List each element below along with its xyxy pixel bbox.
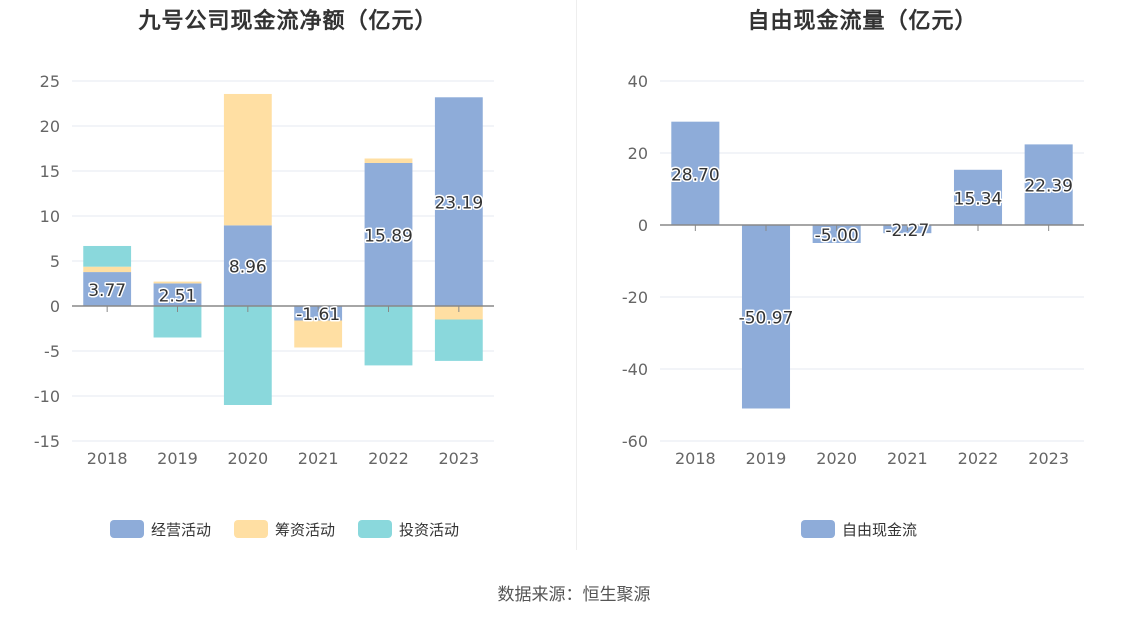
bar — [223, 306, 272, 405]
legend-item: 投资活动 — [358, 520, 459, 539]
bar — [83, 272, 132, 306]
x-tick-label: 2019 — [157, 449, 198, 468]
legend-label: 自由现金流 — [842, 521, 917, 539]
x-tick-label: 2018 — [87, 449, 128, 468]
x-tick-label: 2022 — [958, 449, 999, 468]
x-tick-label: 2020 — [816, 449, 857, 468]
data-label: 23.19 — [434, 194, 483, 214]
y-tick-label: 25 — [40, 72, 60, 91]
data-label: -50.97 — [739, 309, 794, 329]
legend-swatch — [234, 520, 268, 538]
chart-title: 自由现金流量（亿元） — [747, 9, 978, 34]
legend-swatch — [358, 520, 392, 538]
x-tick-label: 2022 — [368, 449, 409, 468]
legend-item: 筹资活动 — [234, 520, 335, 539]
bar — [364, 162, 413, 306]
bar — [434, 306, 483, 320]
x-tick-label: 2021 — [887, 449, 928, 468]
y-tick-label: 0 — [638, 216, 648, 235]
data-label: 22.39 — [1024, 177, 1073, 197]
data-label: 8.96 — [229, 258, 267, 278]
legend-label: 投资活动 — [399, 521, 459, 539]
free-cashflow-chart: 40 20 0 -20 -40 -60 2018 2019 2020 2021 2022 2023 28… — [622, 72, 1084, 539]
y-tick-label: -15 — [34, 432, 60, 451]
data-label: 15.89 — [364, 226, 413, 246]
bar — [153, 283, 202, 306]
legend-item: 自由现金流 — [801, 520, 917, 539]
bar — [953, 169, 1003, 225]
chart-title: 九号公司现金流净额（亿元） — [138, 9, 438, 34]
y-tick-label: 0 — [50, 297, 60, 316]
bar — [223, 93, 272, 226]
legend-swatch — [801, 520, 835, 538]
chart-panel-free-cashflow: 自由现金流量（亿元） 40 20 0 -20 -40 -60 2018 2019 2020 202… — [577, 0, 1148, 560]
bar — [434, 97, 483, 306]
y-tick-label: -60 — [622, 432, 648, 451]
y-tick-label: 20 — [628, 144, 648, 163]
x-tick-label: 2023 — [1028, 449, 1069, 468]
bar — [153, 281, 202, 284]
bar — [812, 225, 861, 243]
y-tick-label: 40 — [628, 72, 648, 91]
x-tick-label: 2021 — [298, 449, 339, 468]
bar — [83, 266, 132, 273]
bar — [434, 319, 483, 361]
bar — [83, 245, 132, 267]
data-label: 28.70 — [671, 165, 720, 185]
bar — [671, 121, 720, 225]
x-tick-label: 2018 — [675, 449, 716, 468]
bar — [294, 306, 343, 321]
panel-divider — [576, 0, 577, 550]
bar — [364, 306, 413, 366]
data-label: -1.61 — [296, 305, 340, 325]
chart-panel-cashflow: 九号公司现金流净额（亿元） 25 20 15 10 5 0 -5 -10 -15 2018 2019… — [0, 0, 576, 560]
bar — [223, 225, 272, 306]
y-tick-label: 15 — [40, 162, 60, 181]
data-label: 2.51 — [159, 287, 197, 307]
bar — [1024, 144, 1073, 225]
y-tick-label: 10 — [40, 207, 60, 226]
legend-label: 筹资活动 — [275, 521, 335, 539]
bar — [364, 158, 413, 163]
y-tick-label: -20 — [622, 288, 648, 307]
cashflow-chart: 25 20 15 10 5 0 -5 -10 -15 2018 2019 2020 2021 2022 20… — [34, 72, 494, 539]
x-tick-label: 2019 — [746, 449, 787, 468]
legend-item: 经营活动 — [110, 520, 211, 539]
bar — [294, 320, 343, 348]
data-label: 15.34 — [954, 189, 1003, 209]
data-source-note: 数据来源：恒生聚源 — [497, 585, 651, 605]
y-tick-label: -10 — [34, 387, 60, 406]
data-label: -2.27 — [885, 221, 929, 241]
data-label: 3.77 — [88, 281, 126, 301]
legend-swatch — [110, 520, 144, 538]
y-tick-label: 5 — [50, 252, 60, 271]
y-tick-label: -5 — [44, 342, 60, 361]
data-label: -5.00 — [815, 226, 859, 246]
legend-label: 经营活动 — [151, 521, 211, 539]
y-tick-label: -40 — [622, 360, 648, 379]
x-tick-label: 2023 — [438, 449, 479, 468]
x-tick-label: 2020 — [227, 449, 268, 468]
bar — [741, 225, 791, 409]
y-tick-label: 20 — [40, 117, 60, 136]
